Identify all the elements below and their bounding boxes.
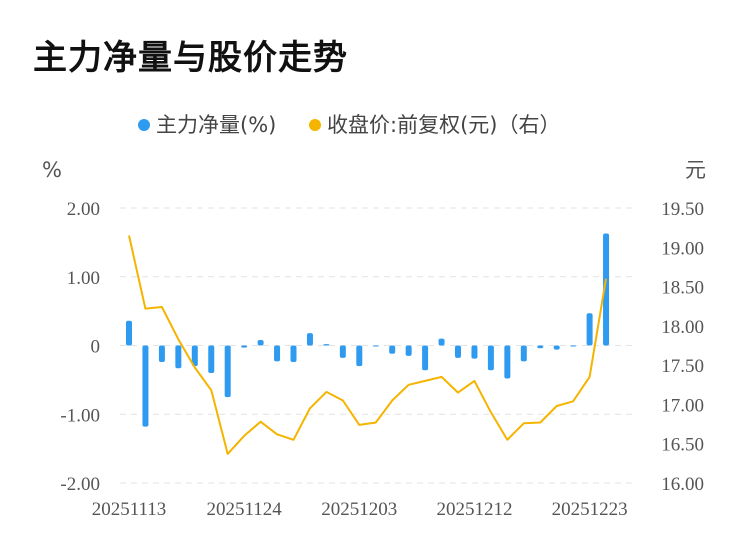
net-volume-bar [142,345,149,427]
left-tick-label: -2.00 [60,474,100,495]
net-volume-bar [570,345,577,347]
net-volume-bar [586,313,593,346]
left-tick-label: 0 [91,337,101,358]
right-tick-label: 17.00 [661,395,704,416]
x-tick-label: 20251124 [207,499,283,520]
legend-label-net-volume: 主力净量(%) [156,113,276,137]
right-tick-label: 16.00 [661,474,704,495]
x-tick-label: 20251212 [436,499,512,520]
net-volume-bar [389,345,396,354]
close-price-line [128,235,607,455]
net-volume-bar [471,345,478,359]
x-tick-label: 20251203 [321,499,397,520]
left-tick-label: -1.00 [60,405,100,426]
left-axis-ticks: 2.00 1.00 0 -1.00 -2.00 [60,199,100,495]
close-price-polyline [128,235,607,455]
net-volume-bar [372,345,379,347]
legend-label-close-price: 收盘价:前复权(元)（右） [327,113,560,137]
x-axis-ticks: 20251113 20251124 20251203 20251212 20251223 [92,499,628,520]
net-volume-bar [487,345,494,371]
net-volume-bar [158,345,165,362]
net-volume-bar [290,345,297,362]
net-volume-bar [455,345,461,358]
left-tick-label: 1.00 [67,268,100,289]
net-volume-bar [306,333,313,346]
net-volume-bar [241,345,248,348]
net-volume-bar [208,345,215,373]
x-tick-label: 20251223 [552,499,628,520]
left-axis-unit: % [42,158,62,182]
right-tick-label: 19.50 [661,199,704,220]
right-tick-label: 17.50 [661,356,704,377]
right-axis-ticks: 19.50 19.00 18.50 18.00 17.50 17.00 16.50 16.00 [661,199,704,495]
net-volume-bar [257,340,264,346]
net-volume-bar [126,320,132,346]
chart-title: 主力净量与股价走势 [33,38,348,78]
net-volume-bar [422,345,429,371]
right-tick-label: 18.50 [661,278,704,299]
right-tick-label: 19.00 [661,238,704,259]
x-tick-label: 20251113 [92,499,167,520]
right-tick-label: 18.00 [661,317,704,338]
net-volume-bar [323,344,330,346]
right-tick-label: 16.50 [661,435,704,456]
net-volume-bar [603,233,610,346]
net-volume-bar [339,345,346,358]
net-volume-bar [553,345,560,350]
net-volume-bar [537,345,544,349]
net-volume-bar [438,338,445,346]
net-volume-bar [274,345,281,362]
net-volume-bar [191,345,198,367]
net-volume-bar [175,345,182,369]
net-volume-bar [356,345,363,367]
net-volume-bar [405,345,412,356]
right-axis-unit: 元 [685,158,706,182]
net-volume-bar [224,345,231,398]
net-volume-bars [126,233,610,427]
net-volume-bar [504,345,511,379]
legend-marker-net-volume [138,119,150,131]
legend-marker-close-price [309,119,321,131]
left-tick-label: 2.00 [67,199,100,220]
net-volume-bar [520,345,527,362]
legend: 主力净量(%) 收盘价:前复权(元)（右） [138,113,560,137]
